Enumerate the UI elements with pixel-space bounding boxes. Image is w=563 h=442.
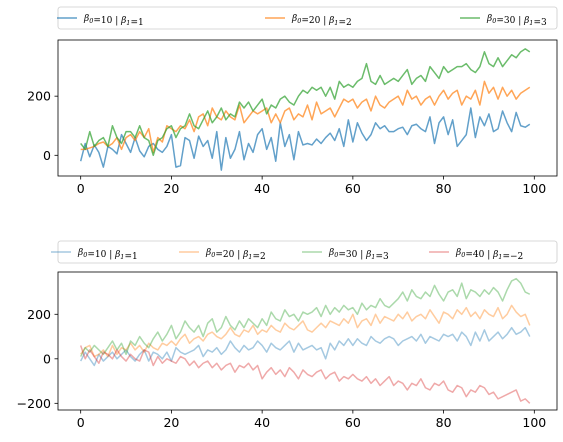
legend-frame [57,240,558,264]
x-tick-label: 100 [522,181,546,196]
series-line-1 [80,80,531,154]
y-tick-label: 0 [43,351,51,366]
x-tick-label: 100 [522,415,546,430]
x-tick-label: 60 [345,181,361,196]
series-line-1 [80,304,531,358]
x-tick-label: 40 [254,181,270,196]
series-lines [79,277,531,404]
legend-label: β0=20 | β1=2 [291,14,352,28]
legend-label: β0=10 | β1=1 [77,248,138,262]
legend: β0=10 | β1=1 β0=20 | β1=2 β0=30 | β1=3 [57,6,558,30]
legend-label: β0=30 | β1=3 [486,14,547,28]
legend-label: β0=20 | β1=2 [205,248,266,262]
x-tick-label: 60 [345,415,361,430]
y-tick-label: −200 [17,396,51,411]
top-chart: 0 20 40 60 80 100 0 200 β0=10 | β1=1 β0=20 | β1=2… [27,6,558,196]
x-tick-label: 20 [163,415,179,430]
x-tick-label: 0 [77,181,85,196]
legend-label: β0=40 | β1=−2 [455,248,523,262]
legend-label: β0=10 | β1=1 [83,14,144,28]
y-tick-label: 200 [27,307,51,322]
series-line-0 [80,326,531,367]
legend: β0=10 | β1=1 β0=20 | β1=2 β0=30 | β1=3 β0=4… [51,240,558,264]
y-tick-label: 200 [27,89,51,104]
bottom-chart: 0 20 40 60 80 100 −200 0 200 β0=10 | β1=1 β0=20 | … [17,240,558,430]
axes-frame [57,39,558,177]
series-line-3 [79,345,531,404]
x-tick-label: 0 [77,415,85,430]
series-lines [79,48,531,171]
x-tick-label: 80 [436,181,452,196]
x-tick-label: 20 [163,181,179,196]
series-line-2 [80,48,531,157]
y-tick-label: 0 [43,148,51,163]
axes-frame [57,271,558,411]
legend-label: β0=30 | β1=3 [328,248,389,262]
series-line-2 [80,277,531,357]
x-tick-label: 80 [436,415,452,430]
x-tick-label: 40 [254,415,270,430]
